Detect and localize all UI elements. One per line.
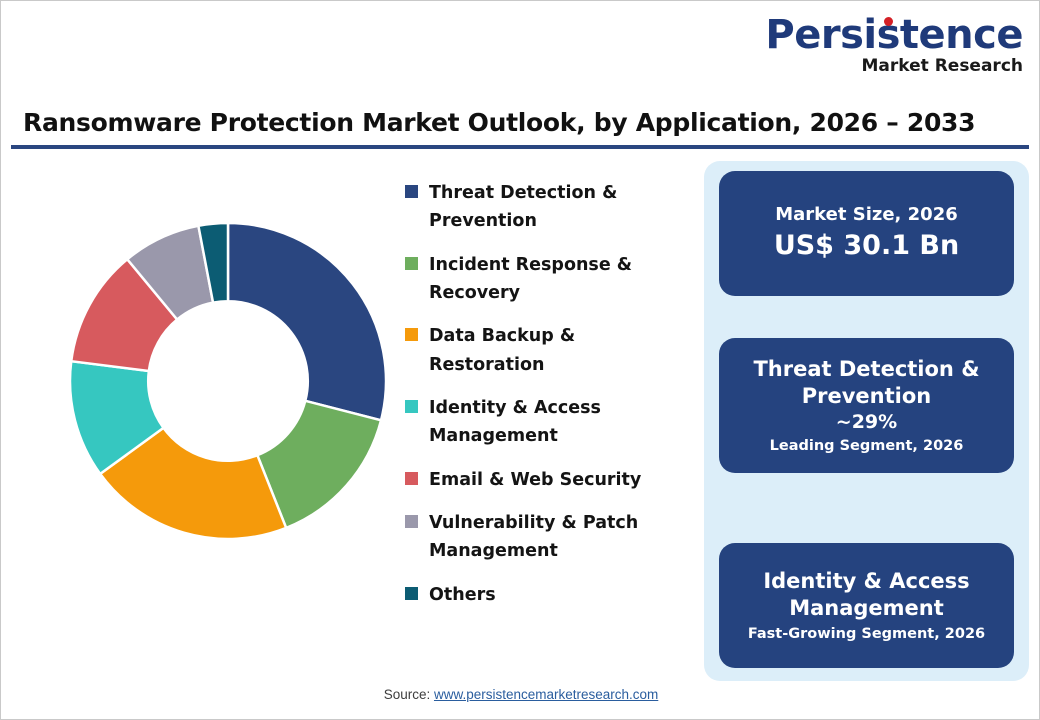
legend-swatch-icon <box>405 328 418 342</box>
donut-slice-group <box>68 221 388 541</box>
legend-swatch-icon <box>405 471 418 485</box>
legend-swatch-icon <box>405 400 418 414</box>
legend-swatch-icon <box>405 515 418 529</box>
donut-chart <box>41 181 421 571</box>
legend-item-incident-response-recovery[interactable]: Incident Response & Recovery <box>405 251 705 308</box>
donut-chart-svg <box>68 221 388 541</box>
fast-growing-segment-note: Fast-Growing Segment, 2026 <box>747 625 986 642</box>
legend-item-label: Threat Detection & Prevention <box>429 183 618 232</box>
legend-item-threat-detection-prevention[interactable]: Threat Detection & Prevention <box>405 179 705 236</box>
legend-item-vulnerability-patch-management[interactable]: Vulnerability & Patch Management <box>405 509 705 566</box>
legend-item-email-web-security[interactable]: Email & Web Security <box>405 466 705 494</box>
logo-wordmark-text: Persistence <box>765 12 1023 58</box>
legend-item-label: Others <box>429 584 496 605</box>
company-logo: Persistence Market Research <box>765 15 1023 75</box>
market-size-card: Market Size, 2026 US$ 30.1 Bn <box>719 171 1014 296</box>
source-link[interactable]: www.persistencemarketresearch.com <box>433 687 659 702</box>
legend-item-label: Incident Response & Recovery <box>429 254 633 304</box>
legend-swatch-icon <box>405 586 418 600</box>
chart-legend: Threat Detection & Prevention Incident R… <box>405 179 705 624</box>
legend-item-label: Identity & Access Management <box>429 398 601 447</box>
leading-segment-note: Leading Segment, 2026 <box>769 437 964 454</box>
legend-item-data-backup-restoration[interactable]: Data Backup & Restoration <box>405 322 705 379</box>
donut-slice[interactable] <box>226 221 388 422</box>
legend-swatch-icon <box>405 256 418 270</box>
market-size-value: US$ 30.1 Bn <box>773 230 960 262</box>
legend-item-others[interactable]: Others <box>405 581 705 609</box>
page-title: Ransomware Protection Market Outlook, by… <box>23 108 976 137</box>
donut-slice[interactable] <box>196 221 230 305</box>
donut-slice[interactable] <box>98 426 288 541</box>
legend-swatch-icon <box>405 185 418 198</box>
market-size-label: Market Size, 2026 <box>775 203 958 225</box>
leading-segment-share: ~29% <box>835 410 898 433</box>
source-footer: Source: www.persistencemarketresearch.co… <box>1 687 1039 702</box>
fast-growing-segment-name: Identity & Access Management <box>763 569 970 620</box>
legend-item-label: Email & Web Security <box>429 469 642 490</box>
leading-segment-name: Threat Detection & Prevention <box>753 357 980 409</box>
source-prefix: Source: <box>383 687 434 702</box>
leading-segment-card: Threat Detection & Prevention ~29% Leadi… <box>719 338 1014 473</box>
logo-wordmark: Persistence <box>765 15 1023 55</box>
logo-tagline: Market Research <box>861 56 1024 76</box>
fast-growing-segment-card: Identity & Access Management Fast-Growin… <box>719 543 1014 668</box>
legend-item-label: Vulnerability & Patch Management <box>429 513 639 562</box>
logo-dot-icon <box>884 17 894 26</box>
legend-item-identity-access-management[interactable]: Identity & Access Management <box>405 394 705 451</box>
legend-item-label: Data Backup & Restoration <box>429 326 576 375</box>
highlights-panel: Market Size, 2026 US$ 30.1 Bn Threat Det… <box>704 161 1029 681</box>
title-divider <box>11 145 1029 149</box>
